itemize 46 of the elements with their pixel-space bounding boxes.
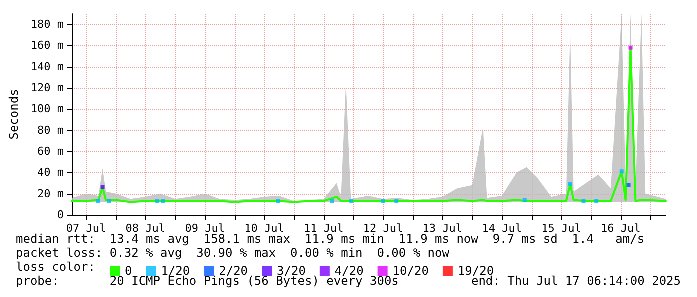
y-tick-label: 0: [57, 208, 64, 222]
y-tick-label: 40 m: [38, 166, 64, 180]
legend-label: 1/20: [161, 264, 190, 278]
x-tick-label: 16 Jul: [601, 222, 641, 235]
y-axis-title: Seconds: [7, 89, 21, 140]
point: [594, 199, 599, 204]
x-tick-label: 13 Jul: [422, 222, 463, 235]
y-tick-label: 180 m: [30, 18, 64, 32]
legend-label: 2/20: [219, 264, 248, 278]
x-tick-label: 07 Jul: [66, 222, 106, 235]
x-tick-label: 11 Jul: [304, 222, 344, 235]
y-tick-label: 120 m: [30, 82, 64, 95]
point: [107, 199, 112, 204]
y-tick-label: 20 m: [38, 187, 64, 200]
y-tick-label: 60 m: [38, 145, 64, 158]
point: [522, 198, 527, 202]
x-tick-label: 10 Jul: [244, 222, 284, 235]
point: [100, 185, 105, 190]
point: [156, 199, 160, 204]
y-tick-label: 100 m: [30, 102, 64, 116]
point: [568, 182, 572, 186]
point: [350, 199, 354, 204]
text: median rtt: 13.4 ms avg 158.1 ms max 11.9 ms min 11.9 ms now 9.7 ms sd 1.4 am/s: [16, 232, 645, 246]
legend-title: loss color:: [16, 260, 96, 274]
y-tick-label: 80 m: [38, 124, 64, 137]
y-tick-label: 160 m: [30, 39, 64, 52]
point: [330, 199, 334, 204]
point: [626, 183, 631, 188]
point: [96, 199, 100, 204]
x-tick-label: 15 Jul: [542, 222, 582, 235]
legend-label: 4/20: [334, 264, 364, 278]
point: [628, 46, 633, 50]
x-tick-label: 08 Jul: [126, 222, 166, 235]
point: [394, 199, 399, 204]
point: [276, 199, 280, 204]
legend-label: 0: [125, 264, 132, 278]
point: [381, 199, 386, 204]
y-tick-label: 140 m: [30, 60, 64, 74]
legend-label: 10/20: [392, 264, 429, 278]
point: [620, 170, 624, 174]
text: packet loss: 0.32 % avg 30.90 % max 0.00 % min 0.00 % now: [16, 246, 450, 260]
point: [162, 199, 166, 204]
x-tick-label: 09 Jul: [185, 222, 225, 235]
x-tick-label: 12 Jul: [363, 222, 404, 235]
x-tick-label: 14 Jul: [482, 222, 522, 235]
point: [582, 199, 586, 204]
